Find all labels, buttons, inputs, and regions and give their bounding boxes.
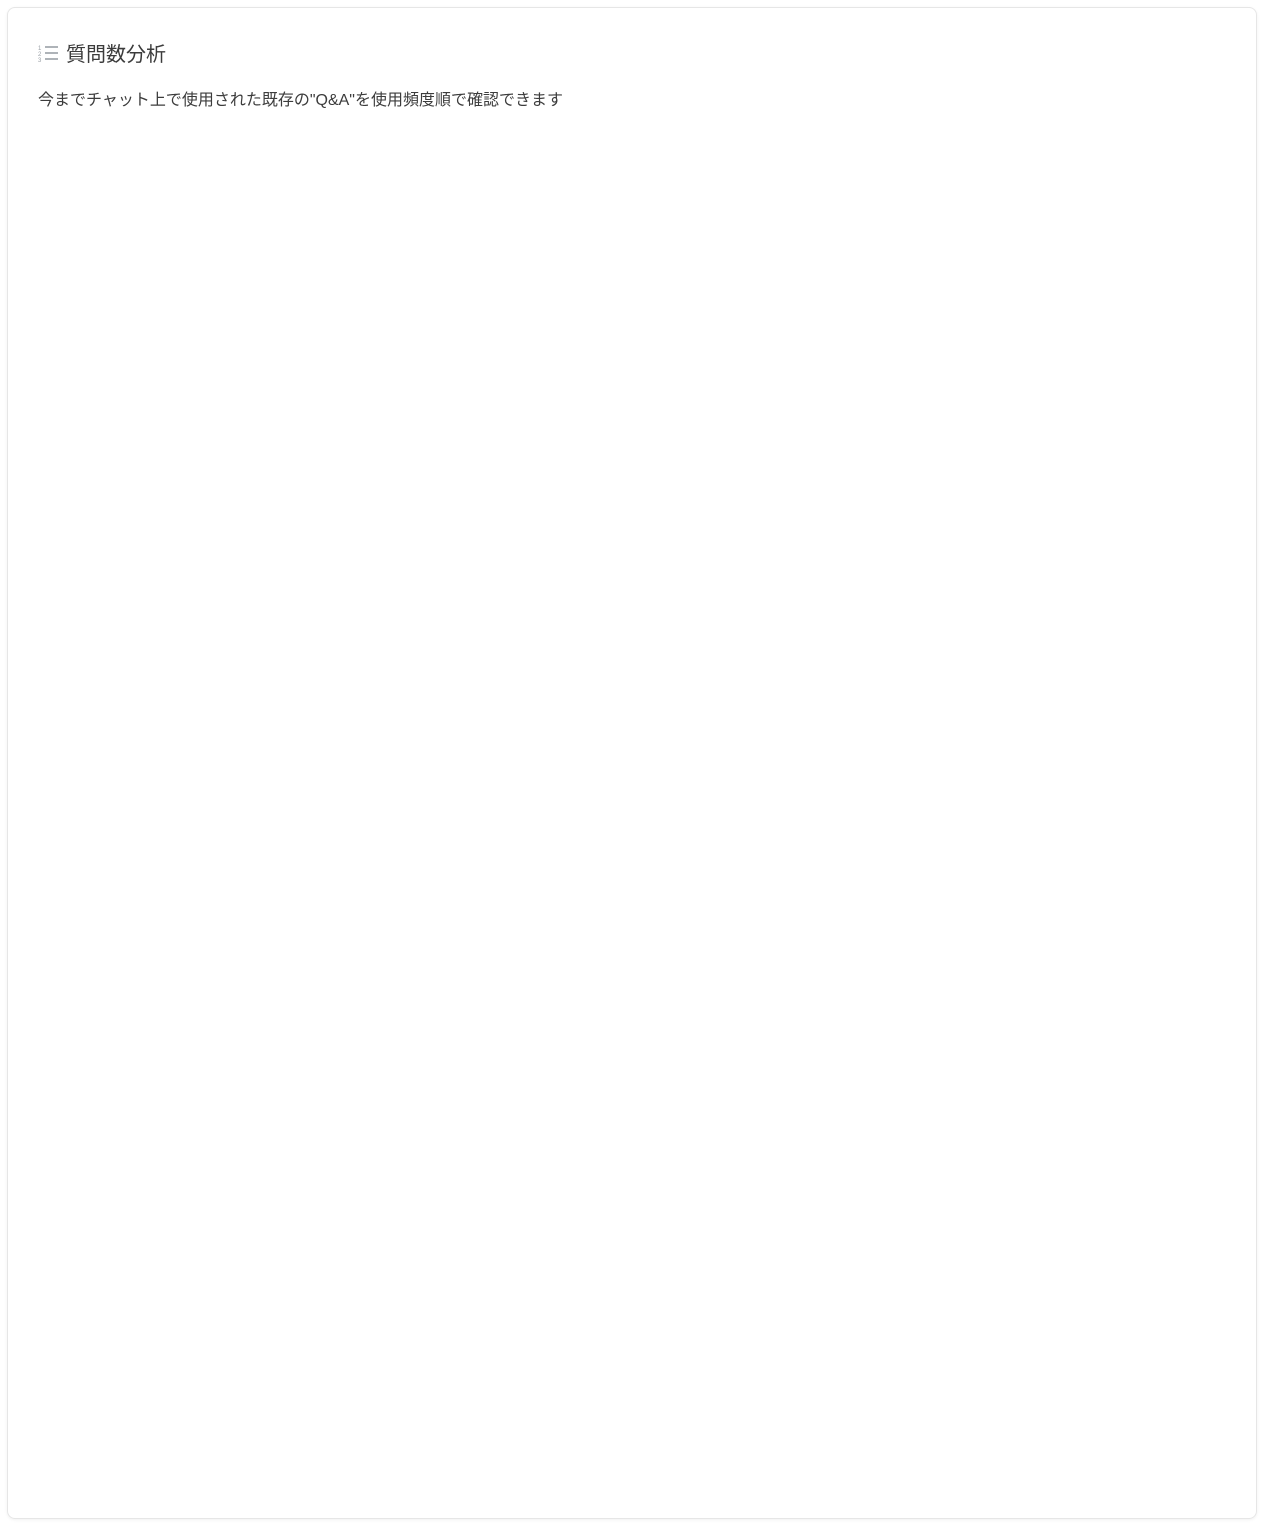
svg-text:3: 3 <box>38 58 42 62</box>
